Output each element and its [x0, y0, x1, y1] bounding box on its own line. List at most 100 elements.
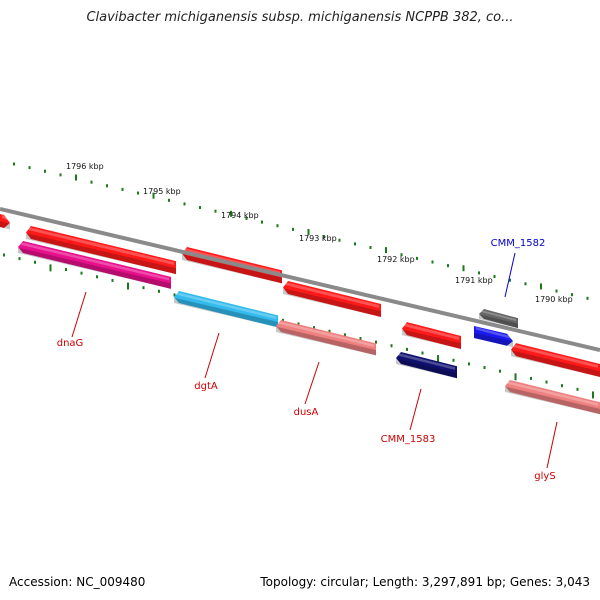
ruler-tick	[468, 362, 470, 366]
ruler-tick	[571, 293, 573, 297]
map-title: Clavibacter michiganensis subsp. michiga…	[86, 10, 514, 25]
cds-forward-shade	[0, 221, 10, 230]
cds-forward[interactable]	[511, 343, 600, 377]
gene-CMM_1582-highlight	[476, 327, 511, 339]
ruler-tick	[313, 326, 315, 330]
cds-forward[interactable]	[0, 214, 10, 230]
ruler-tick	[158, 289, 160, 293]
gene-grey-body[interactable]	[479, 309, 518, 329]
gene-CMM_1583-body[interactable]	[396, 352, 457, 379]
gene-dusA-body[interactable]	[276, 320, 376, 356]
gene-dgtA-shade	[174, 297, 278, 328]
ruler-tick	[199, 206, 201, 210]
gene-label[interactable]: CMM_1582	[491, 238, 546, 249]
ruler-tick	[561, 384, 563, 388]
cds-forward-body[interactable]	[26, 226, 176, 275]
ruler-tick	[431, 260, 434, 264]
ruler-tick	[214, 209, 217, 213]
ruler-tick	[390, 344, 393, 348]
ruler-tick	[586, 296, 589, 300]
ruler-tick	[261, 220, 263, 224]
gene-glyS[interactable]	[505, 380, 600, 415]
ruler-tick	[406, 347, 408, 351]
cds-forward-highlight	[285, 282, 379, 308]
ruler-tick	[545, 380, 548, 384]
cds-forward-highlight	[513, 344, 598, 368]
gene-dnaG[interactable]	[18, 241, 171, 289]
ruler-tick	[592, 391, 594, 399]
cds-forward[interactable]	[283, 281, 381, 317]
ruler-tick	[385, 247, 387, 254]
gene-label[interactable]: dgtA	[194, 381, 218, 392]
ruler-label: 1790 kbp	[535, 295, 573, 304]
ruler-label: 1796 kbp	[66, 162, 104, 171]
gene-glyS-highlight	[507, 381, 598, 406]
ruler-tick	[173, 293, 176, 297]
gene-labels: dnaG dgtA dusA CMM_1583 glyS CMM_1582	[57, 238, 556, 482]
ruler-tick	[292, 227, 294, 231]
ruler-tick	[127, 282, 129, 290]
ruler-tick	[514, 373, 517, 381]
ruler-tick	[344, 333, 346, 337]
gene-glyS-body[interactable]	[505, 380, 600, 415]
gene-label[interactable]: dnaG	[57, 338, 84, 349]
gene-glyS-shade	[505, 386, 600, 415]
leader-line	[71, 291, 87, 338]
ruler-tick	[369, 245, 372, 249]
gene-dnaG-body[interactable]	[18, 241, 171, 289]
ruler-tick	[65, 268, 67, 272]
ruler-tick	[18, 257, 21, 261]
topology-summary: Topology: circular; Length: 3,297,891 bp…	[260, 575, 590, 589]
ruler-tick	[59, 173, 62, 177]
leader-line	[304, 361, 320, 405]
ruler-tick	[142, 286, 145, 290]
ruler-tick	[499, 369, 501, 373]
gene-label[interactable]: glyS	[534, 471, 555, 482]
gene-label[interactable]: dusA	[294, 407, 319, 418]
cds-forward-body[interactable]	[511, 343, 600, 377]
ruler-tick	[13, 162, 15, 166]
cds-forward-body[interactable]	[0, 214, 10, 228]
gene-CMM_1582-shade	[474, 332, 513, 348]
ruler-tick	[75, 174, 77, 181]
gene-grey-highlight	[481, 310, 516, 322]
ruler-tick	[462, 265, 465, 272]
gene-grey[interactable]	[479, 309, 518, 329]
cds-forward[interactable]	[402, 322, 461, 349]
label-leaders	[71, 252, 558, 469]
ruler-tick	[483, 366, 486, 370]
gene-label[interactable]: CMM_1583	[381, 434, 436, 445]
ruler-tick	[416, 256, 418, 260]
ruler-tick	[90, 180, 93, 184]
gene-CMM_1583-highlight	[398, 353, 455, 370]
ruler-tick	[530, 376, 532, 380]
gene-dusA[interactable]	[276, 320, 376, 356]
ruler-tick	[447, 264, 449, 268]
ruler-tick	[297, 322, 300, 326]
ruler-tick	[452, 358, 455, 362]
cds-forward-shade	[511, 350, 600, 377]
genome-map[interactable]: 1796 kbp 1795 kbp 1794 kbp 1793 kbp 1792 kbp…	[0, 0, 600, 560]
gene-dgtA[interactable]	[174, 291, 278, 328]
accession-text: Accession: NC_009480	[9, 575, 146, 589]
backbone	[0, 207, 600, 352]
ruler-tick	[509, 278, 511, 282]
ruler-tick	[152, 192, 155, 199]
leader-line	[546, 421, 558, 469]
gene-CMM_1582-body[interactable]	[474, 326, 513, 346]
gene-dgtA-body[interactable]	[174, 291, 278, 328]
ruler-tick	[183, 202, 186, 206]
ruler-tick	[540, 283, 542, 290]
ruler-labels: 1796 kbp 1795 kbp 1794 kbp 1793 kbp 1792 kbp…	[66, 162, 573, 304]
ruler-tick	[49, 264, 52, 272]
gene-dnaG-highlight	[20, 242, 169, 281]
cds-forward-body[interactable]	[402, 322, 461, 349]
gene-CMM_1583[interactable]	[396, 352, 457, 379]
cds-forward-body[interactable]	[283, 281, 381, 317]
cds-forward[interactable]	[26, 226, 176, 275]
ruler-tick	[400, 253, 403, 257]
leader-line	[409, 388, 422, 431]
cds-forward-highlight	[28, 227, 174, 266]
ruler-tick	[307, 228, 310, 235]
gene-CMM_1582[interactable]	[474, 326, 513, 348]
